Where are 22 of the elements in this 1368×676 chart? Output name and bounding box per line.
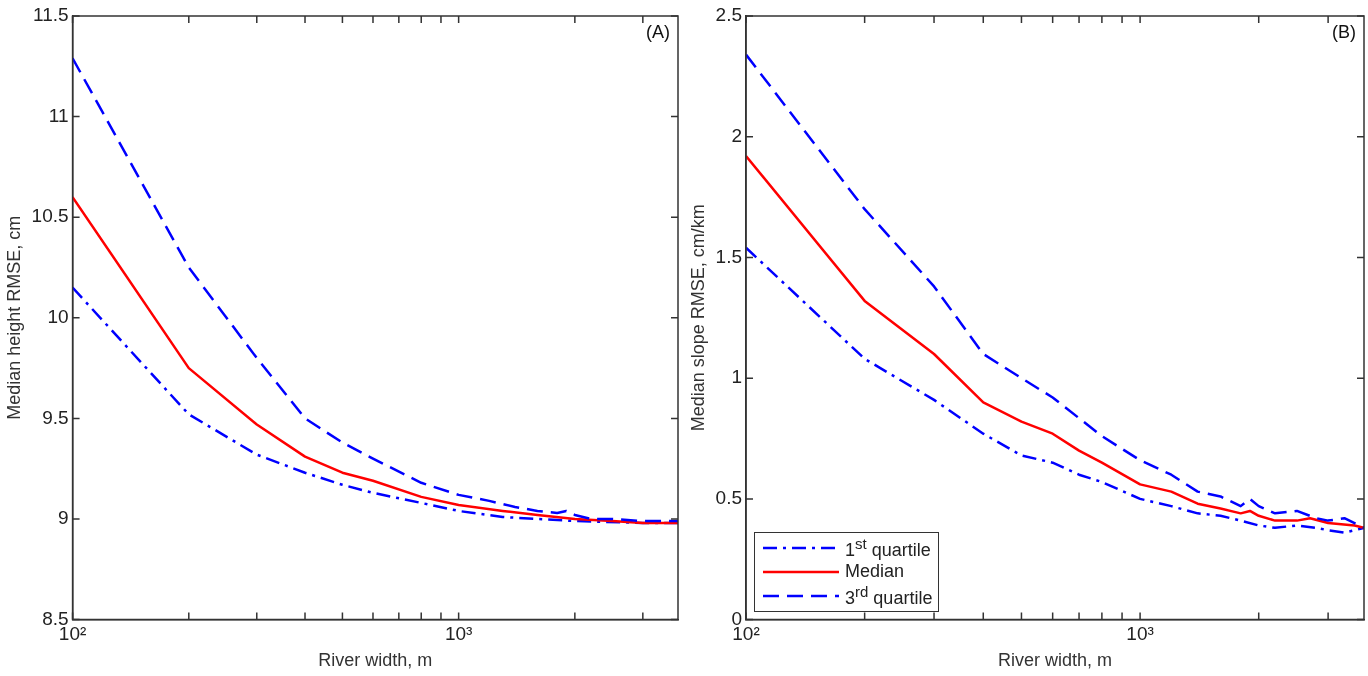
x-axis-title: River width, m [318, 650, 433, 671]
y-tick-label: 2 [731, 124, 743, 146]
legend-label: 3$^{rd}$ quartile [845, 582, 933, 609]
y-tick-label: 0.5 [715, 487, 743, 509]
legend-label: Median [845, 561, 905, 583]
y-tick-label: 10 [47, 306, 69, 328]
y-tick-label: 11.5 [33, 4, 69, 26]
y-tick-label: 10.5 [31, 205, 69, 227]
y-tick-label: 1 [731, 366, 743, 388]
y-tick-label: 1.5 [715, 245, 743, 267]
x-axis-title: River width, m [997, 650, 1113, 671]
y-tick-label: 9.5 [42, 406, 69, 428]
x-tick-label: 10³ [444, 623, 473, 645]
y-axis-title: Median height RMSE, cm [3, 215, 24, 420]
x-tick-label: 10³ [1126, 623, 1154, 645]
y-axis-title: Median slope RMSE, cm/km [687, 204, 708, 432]
annotation: (B) [1332, 21, 1356, 42]
y-tick-label: 2.5 [715, 4, 743, 26]
annotation: (A) [646, 21, 670, 42]
legend-label: 1$^{st}$ quartile [845, 534, 931, 561]
y-tick-label: 11 [48, 104, 69, 126]
y-tick-label: 9 [58, 507, 69, 529]
